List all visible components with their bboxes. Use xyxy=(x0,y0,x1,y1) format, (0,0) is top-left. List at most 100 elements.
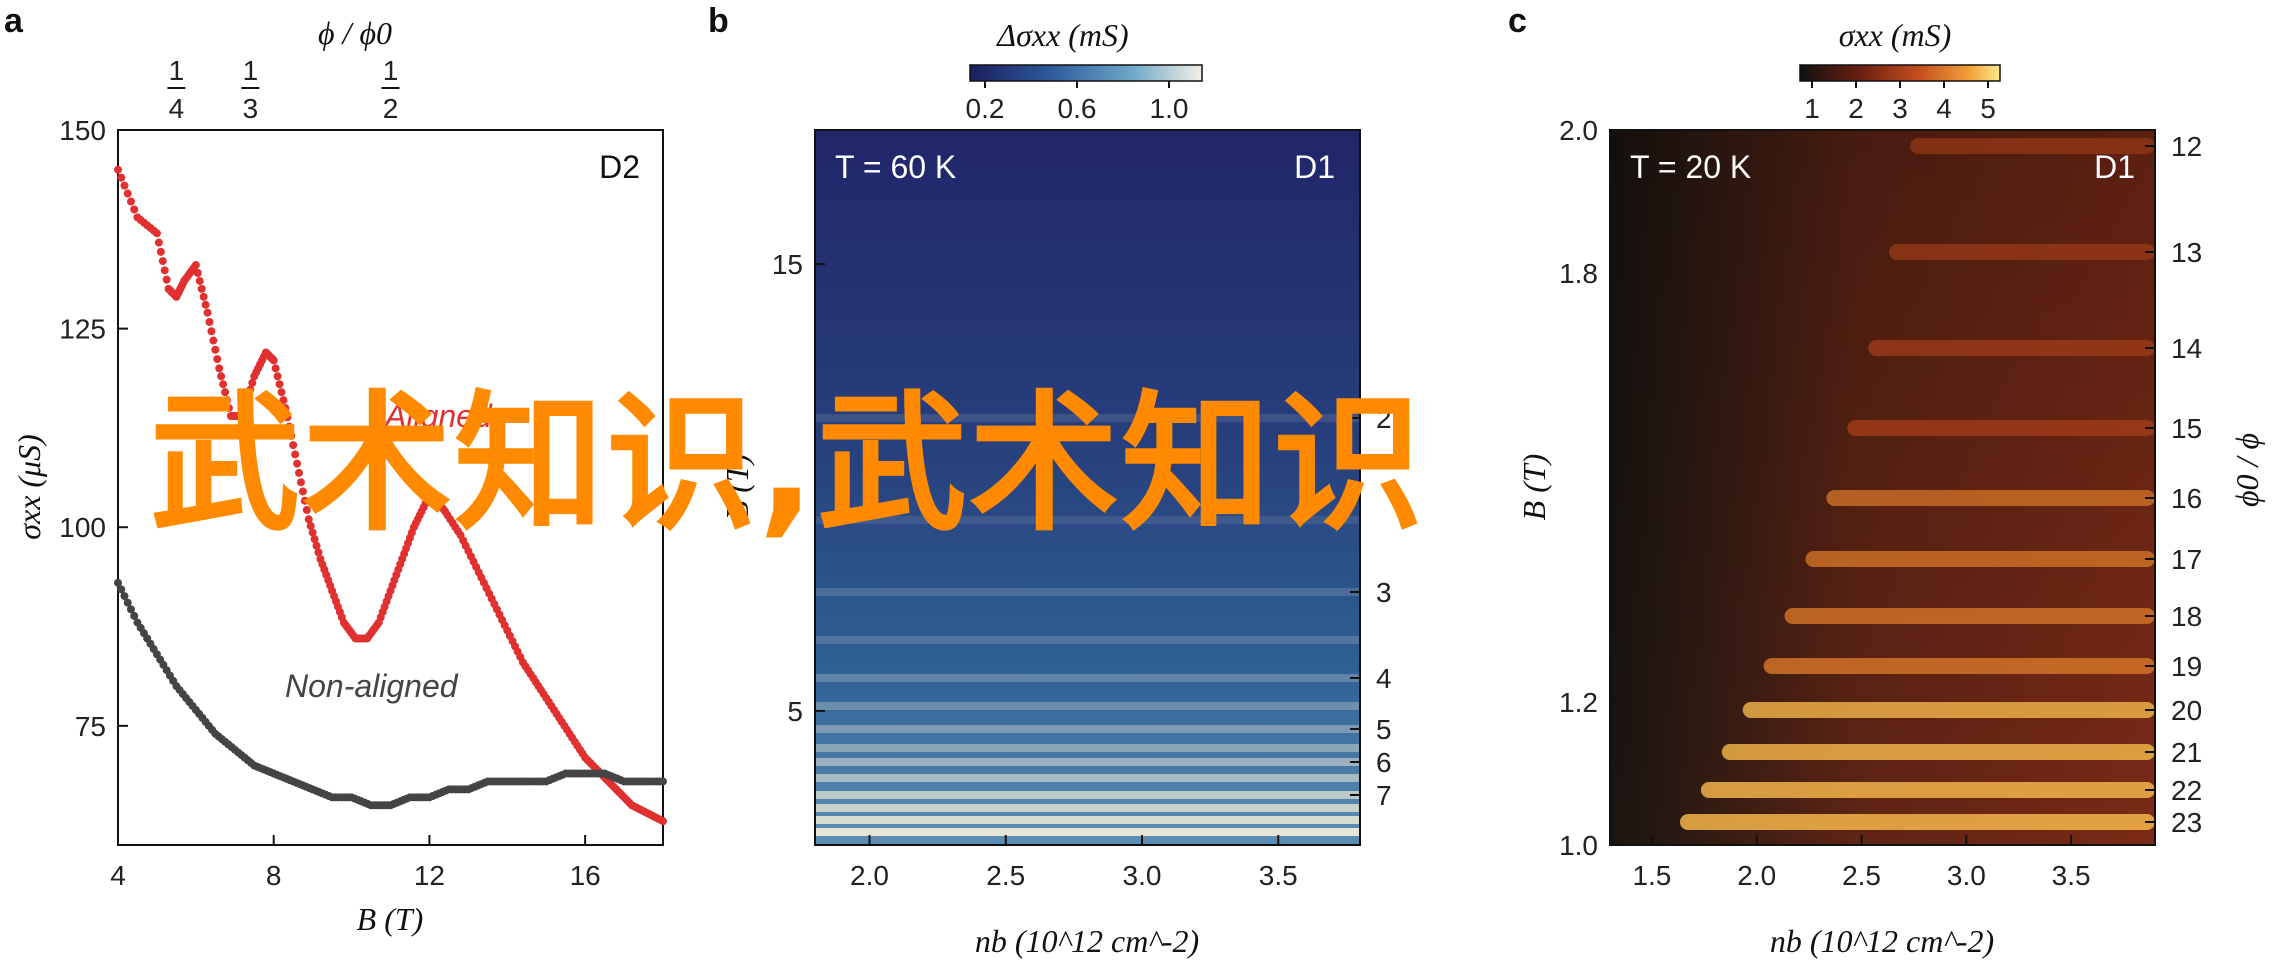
aligned-data-point xyxy=(244,392,253,401)
aligned-data-point xyxy=(120,181,129,190)
aligned-data-point xyxy=(203,308,212,317)
landau-stripe xyxy=(815,725,1360,733)
landau-stripe xyxy=(815,588,1360,596)
x-tick-label: 2.0 xyxy=(1737,860,1776,891)
aligned-data-point xyxy=(209,336,218,345)
panel-c-temperature: T = 20 K xyxy=(1630,149,1751,185)
panel-c-sample-tag: D1 xyxy=(2094,149,2135,185)
right-tick-label: 14 xyxy=(2171,333,2202,364)
aligned-data-point xyxy=(296,478,305,487)
y-tick-label: 2.0 xyxy=(1559,115,1598,146)
aligned-data-point xyxy=(158,257,167,266)
panel-b-heatmap xyxy=(814,129,1361,846)
series-label-non-aligned: Non-aligned xyxy=(285,668,459,704)
aligned-data-point xyxy=(298,487,307,496)
landau-stripe xyxy=(815,516,1360,524)
aligned-data-point xyxy=(246,385,255,394)
aligned-data-point xyxy=(201,300,210,309)
aligned-data-point xyxy=(219,380,228,389)
right-tick-label: 16 xyxy=(2171,483,2202,514)
panel-b-colorbar xyxy=(969,64,1203,82)
landau-stripe xyxy=(815,828,1360,836)
aligned-data-point xyxy=(224,404,233,413)
colorbar-tick-label: 4 xyxy=(1936,93,1952,124)
landau-stripe xyxy=(815,702,1360,710)
colorbar-tick-label: 0.6 xyxy=(1058,93,1097,124)
aligned-data-point xyxy=(240,405,249,414)
panel-b-colorbar-label: Δσxx (mS) xyxy=(995,17,1128,53)
panel-b-stripes xyxy=(815,414,1360,836)
aligned-data-point xyxy=(193,269,202,277)
aligned-data-point xyxy=(215,364,224,373)
x-tick-label: 3.5 xyxy=(1259,860,1298,891)
colorbar-tick-label: 0.2 xyxy=(966,93,1005,124)
panel-letter-a: a xyxy=(4,2,24,40)
y-tick-label: 15 xyxy=(772,249,803,280)
right-tick-label: 4 xyxy=(1376,663,1392,694)
x-tick-label: 2.0 xyxy=(850,860,889,891)
aligned-data-point xyxy=(162,275,171,284)
aligned-data-point xyxy=(130,205,139,214)
y-tick-label: 1.0 xyxy=(1559,830,1598,861)
x-tick-label: 3.0 xyxy=(1947,860,1986,891)
colorbar-tick-label: 2 xyxy=(1848,93,1864,124)
right-tick-label: 21 xyxy=(2171,737,2202,768)
panel-c-y-ticks: 1.0 1.2 1.8 2.0 xyxy=(1559,115,1620,861)
right-tick-label: 19 xyxy=(2171,651,2202,682)
panel-c-x-axis-label: nb (10^12 cm^-2) xyxy=(1770,923,1994,959)
y-tick-label: 1.8 xyxy=(1559,258,1598,289)
panel-a-top-axis-label: ϕ / ϕ0 xyxy=(318,15,392,51)
panel-letter-b: b xyxy=(708,2,729,40)
x-tick-label: 16 xyxy=(570,860,601,891)
aligned-data-point xyxy=(248,378,257,387)
landau-stripe xyxy=(815,414,1360,422)
panel-a-x-axis-label: B (T) xyxy=(357,901,424,937)
aligned-data-point xyxy=(191,261,200,270)
right-tick-label: 2 xyxy=(1376,403,1392,434)
watermark-overlay: 武术知识,武术知识 xyxy=(150,378,1425,552)
x-tick-label: 3.5 xyxy=(2052,860,2091,891)
panel-b: b Δσxx (mS) 0.2 0.6 1.0 T = 60 K D1 2.0 2.5… xyxy=(708,2,1392,959)
right-tick-label: 22 xyxy=(2171,775,2202,806)
aligned-data-point xyxy=(117,173,126,182)
x-tick-label: 2.5 xyxy=(1842,860,1881,891)
panel-c-x-ticks: 1.5 2.0 2.5 3.0 3.5 xyxy=(1632,835,2091,891)
y-tick-label: 150 xyxy=(59,115,106,146)
panel-c-right-axis-label: ϕ0 / ϕ xyxy=(2229,433,2265,507)
right-tick-label: 13 xyxy=(2171,237,2202,268)
x-tick-label: 12 xyxy=(414,860,445,891)
colorbar-tick-label: 1 xyxy=(1804,93,1820,124)
panel-b-y-ticks: 5 15 xyxy=(772,249,825,727)
aligned-data-point xyxy=(281,404,290,413)
aligned-data-point xyxy=(197,284,206,293)
x-tick-label: 1.5 xyxy=(1632,860,1671,891)
colorbar-tick-label: 3 xyxy=(1892,93,1908,124)
aligned-data-point xyxy=(291,450,300,459)
y-tick-label: 1.2 xyxy=(1559,687,1598,718)
aligned-data-point xyxy=(271,364,280,373)
y-tick-label: 125 xyxy=(59,314,106,345)
aligned-data-point xyxy=(659,817,667,826)
panel-a-sample-tag: D2 xyxy=(599,149,640,185)
aligned-data-point xyxy=(207,327,216,336)
right-tick-label: 15 xyxy=(2171,413,2202,444)
aligned-data-point xyxy=(275,380,284,389)
top-tick-numerator: 1 xyxy=(383,55,399,86)
panel-a-x-ticks: 4 8 12 16 xyxy=(110,835,601,891)
aligned-data-point xyxy=(160,266,169,275)
non-aligned-data-point xyxy=(117,585,126,594)
y-tick-label: 75 xyxy=(75,711,106,742)
right-tick-label: 7 xyxy=(1376,780,1392,811)
panel-c-colorbar xyxy=(1799,64,2001,82)
panel-a-y-ticks: 75 100 125 150 xyxy=(59,115,128,742)
right-tick-label: 5 xyxy=(1376,714,1392,745)
aligned-data-point xyxy=(308,528,317,537)
right-tick-label: 20 xyxy=(2171,695,2202,726)
aligned-data-point xyxy=(304,515,313,524)
aligned-data-point xyxy=(293,459,302,468)
aligned-data-point xyxy=(295,468,304,477)
non-aligned-data-point xyxy=(120,592,129,601)
